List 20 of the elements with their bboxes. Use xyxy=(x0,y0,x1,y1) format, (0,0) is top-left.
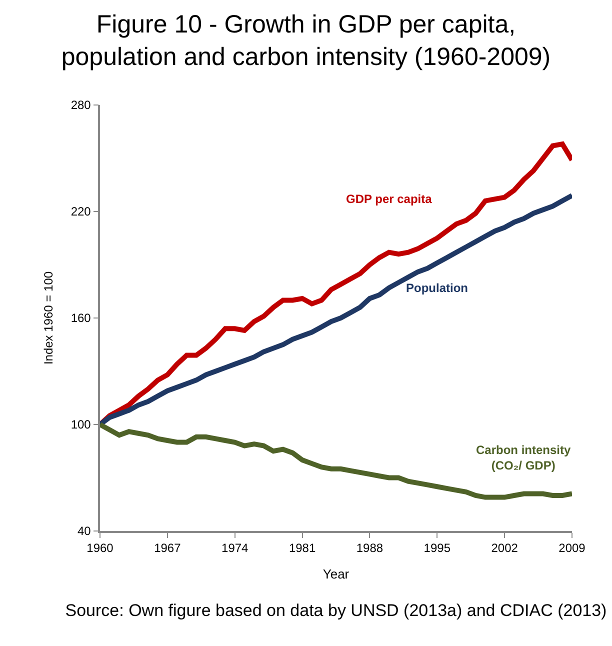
text: GDP per capita xyxy=(346,192,432,206)
x-tick-label: 1981 xyxy=(288,541,316,556)
y-tick-label: 280 xyxy=(70,98,92,112)
y-tick-label: 220 xyxy=(70,204,92,219)
x-tick-label: 1995 xyxy=(424,541,451,556)
y-tick-label: 100 xyxy=(70,418,92,432)
x-tick-label: 2009 xyxy=(558,541,586,556)
x-tick-label: 1967 xyxy=(154,541,182,556)
series-label: Population xyxy=(406,281,468,295)
x-axis-title: Year xyxy=(322,566,350,582)
chart-title: Figure 10 - Growth in GDP per capita, population and carbon intensity (1960-2009) xyxy=(61,10,551,71)
x-tick-label: 1960 xyxy=(86,541,114,556)
y-tick-label: 160 xyxy=(70,311,92,326)
x-tick-label: 1988 xyxy=(356,541,384,556)
series-label: Carbon intensity (CO₂/ GDP) xyxy=(476,443,571,473)
x-tick-label: 1974 xyxy=(222,541,249,556)
y-tick-label: 40 xyxy=(77,524,92,538)
x-tick-label: 2002 xyxy=(491,541,518,556)
y-axis-title: Index 1960 = 100 xyxy=(42,271,56,365)
source-note: Source: Own figure based on data by UNSD (2013a) and CDIAC (2013) xyxy=(65,601,607,620)
